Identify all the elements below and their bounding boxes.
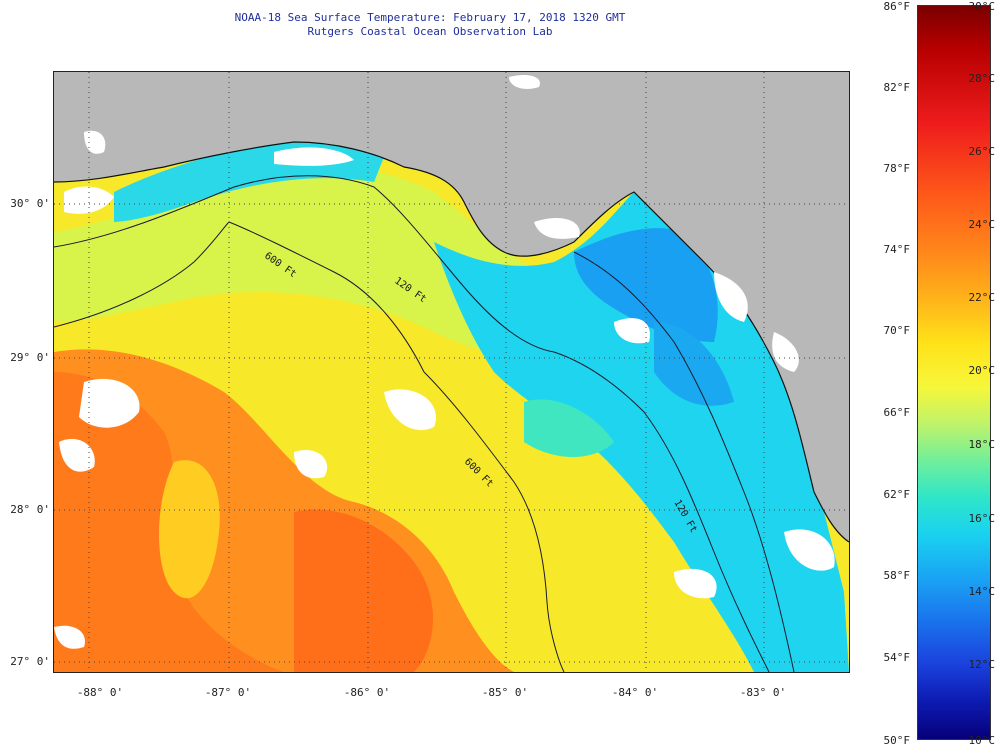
longitude-label: -83° 0' — [739, 686, 787, 699]
colorbar-c-label: 30°C — [968, 0, 996, 13]
colorbar-f-label: 50°F — [883, 734, 911, 747]
colorbar-f-label: 78°F — [883, 162, 911, 175]
latitude-label: 30° 0' — [10, 197, 50, 210]
latitude-label: 27° 0' — [10, 655, 50, 668]
colorbar-c-label: 14°C — [968, 585, 996, 598]
colorbar-f-label: 54°F — [883, 651, 911, 664]
colorbar-f-label: 82°F — [883, 81, 911, 94]
colorbar-c-label: 24°C — [968, 218, 996, 231]
sst-map: 600 Ft 120 Ft 600 Ft 120 Ft — [53, 71, 850, 673]
title-line-2: Rutgers Coastal Ocean Observation Lab — [307, 25, 553, 38]
land-mass — [54, 72, 849, 542]
latitude-label: 28° 0' — [10, 503, 50, 516]
longitude-label: -87° 0' — [204, 686, 252, 699]
sst-map-image: 600 Ft 120 Ft 600 Ft 120 Ft — [54, 72, 849, 672]
colorbar-f-label: 74°F — [883, 243, 911, 256]
colorbar-c-label: 12°C — [968, 658, 996, 671]
colorbar-f-label: 62°F — [883, 488, 911, 501]
temperature-colorbar — [917, 5, 991, 740]
colorbar-c-label: 18°C — [968, 438, 996, 451]
longitude-label: -85° 0' — [481, 686, 529, 699]
colorbar-c-label: 10°C — [968, 734, 996, 747]
colorbar-c-label: 16°C — [968, 512, 996, 525]
colorbar-c-label: 26°C — [968, 145, 996, 158]
colorbar-c-label: 22°C — [968, 291, 996, 304]
isobath-600ft — [54, 221, 565, 672]
colorbar-c-label: 20°C — [968, 364, 996, 377]
longitude-label: -84° 0' — [611, 686, 659, 699]
coastline — [54, 141, 849, 543]
colorbar-c-label: 28°C — [968, 72, 996, 85]
cloud-patches — [54, 75, 835, 649]
colorbar-f-label: 70°F — [883, 324, 911, 337]
graticule — [54, 72, 849, 672]
latitude-label: 29° 0' — [10, 351, 50, 364]
colorbar-f-label: 86°F — [883, 0, 911, 13]
title-line-1: NOAA-18 Sea Surface Temperature: Februar… — [234, 11, 626, 24]
colorbar-f-label: 66°F — [883, 406, 911, 419]
shelf-water-region — [54, 167, 584, 372]
longitude-label: -86° 0' — [343, 686, 391, 699]
colorbar-f-label: 58°F — [883, 569, 911, 582]
isobath-120ft — [54, 175, 770, 672]
longitude-label: -88° 0' — [76, 686, 124, 699]
